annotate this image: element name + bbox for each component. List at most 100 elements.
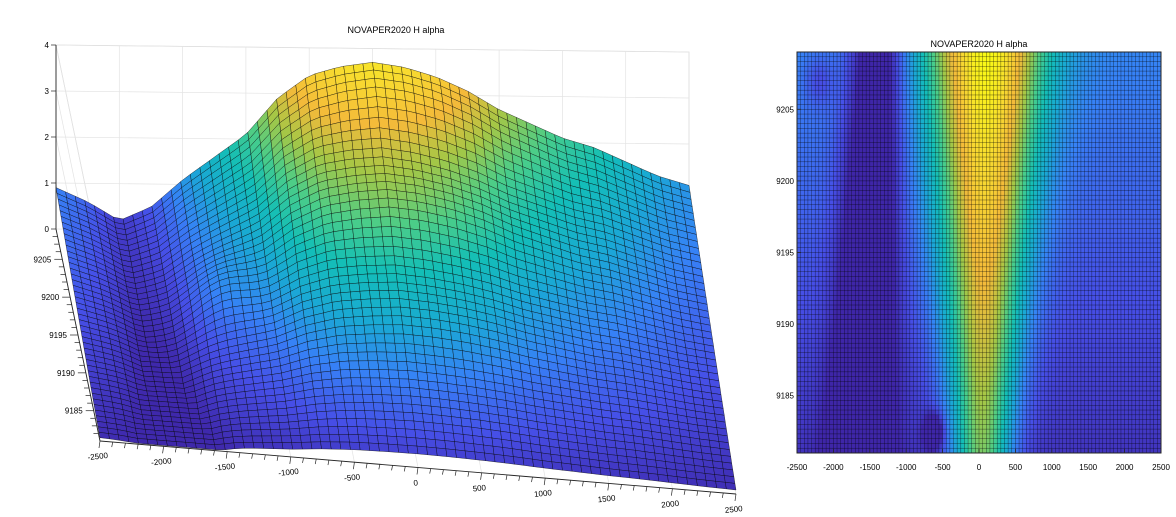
heatmap-cell — [1044, 104, 1049, 110]
heatmap-cell — [1040, 118, 1045, 124]
surface-cell — [316, 411, 328, 420]
surface-cell — [618, 462, 630, 472]
y-tick-label: 9195 — [49, 331, 67, 340]
heatmap-cell — [1015, 90, 1020, 96]
surface-cell — [242, 376, 254, 386]
surface-cell — [230, 423, 242, 431]
heatmap-cell — [920, 52, 925, 58]
heatmap-cell — [1062, 80, 1067, 86]
heatmap-cell — [822, 80, 827, 86]
heatmap-cell — [1026, 85, 1031, 91]
heatmap-cell — [1055, 75, 1060, 81]
heatmap-cell — [822, 118, 827, 124]
heatmap-cell — [844, 99, 849, 105]
heatmap-cell — [1062, 133, 1067, 139]
surface-cell — [272, 442, 284, 450]
heatmap-cell — [1131, 109, 1136, 115]
y-tick-label: 9200 — [41, 293, 59, 302]
surface-cell — [355, 79, 367, 90]
heatmap-cell — [888, 94, 892, 101]
heatmap-cell — [1077, 99, 1082, 105]
heatmap-cell — [818, 94, 823, 101]
heatmap-cell — [986, 104, 991, 110]
surface-cell — [391, 394, 403, 404]
heatmap-cell — [858, 85, 863, 91]
heatmap-cell — [931, 56, 936, 62]
surface-cell — [385, 427, 397, 437]
surface-cell — [379, 377, 391, 387]
surface-cell — [360, 208, 372, 219]
surface-cell — [276, 408, 288, 416]
heatmap-cell — [902, 104, 907, 110]
heatmap-cell — [1117, 109, 1122, 115]
heatmap-cell — [968, 80, 973, 86]
heatmap-cell — [800, 61, 805, 67]
heatmap-cell — [1146, 61, 1151, 67]
surface-cell — [400, 227, 412, 240]
heatmap-cell — [1084, 114, 1089, 120]
heatmap-cell — [880, 114, 885, 120]
surface-cell — [367, 360, 379, 370]
heatmap-cell — [935, 104, 940, 110]
surface-cell — [260, 429, 272, 437]
heatmap-cell — [975, 137, 980, 143]
surface-cell — [358, 442, 371, 451]
heatmap-cell — [898, 104, 903, 110]
surface-cell — [580, 465, 592, 474]
heatmap-cell — [1106, 85, 1111, 91]
heatmap-cell — [1051, 114, 1056, 120]
surface-cell — [386, 97, 398, 110]
heatmap-cell — [862, 80, 867, 86]
heatmap-cell — [928, 109, 932, 115]
heatmap-cell — [1099, 118, 1104, 124]
heatmap-cell — [1048, 56, 1053, 62]
heatmap-cell — [1070, 104, 1074, 110]
heatmap-cell — [815, 66, 820, 72]
surface-cell — [242, 304, 254, 314]
heatmap-cell — [895, 61, 900, 67]
heatmap-cell — [949, 128, 954, 134]
heatmap-cell — [924, 142, 929, 148]
surface-cell — [347, 98, 359, 111]
surface-cell — [438, 390, 450, 401]
surface-cell — [347, 352, 359, 362]
surface-cell — [403, 256, 415, 268]
surface-cell — [385, 264, 397, 274]
heatmap-cell — [826, 123, 831, 129]
heatmap-cell — [953, 75, 958, 81]
surface-cell — [270, 429, 282, 437]
heatmap-cell — [1055, 104, 1060, 110]
heatmap-cell — [1019, 61, 1023, 67]
heatmap-cell — [1153, 104, 1158, 110]
heatmap-cell — [1033, 71, 1038, 77]
heatmap-cell — [938, 80, 943, 86]
surface-cell — [154, 381, 166, 388]
heatmap-cell — [1131, 114, 1136, 120]
heatmap-cell — [895, 66, 900, 72]
heatmap-cell — [957, 56, 962, 62]
surface-cell — [462, 434, 474, 444]
heatmap-cell — [1059, 90, 1064, 96]
surface-cell — [667, 475, 679, 484]
heatmap-cell — [917, 99, 922, 105]
surface-cell — [397, 370, 409, 380]
heatmap-cell — [1117, 61, 1122, 67]
surface-cell — [445, 448, 457, 458]
heatmap-cell — [1008, 94, 1013, 101]
heatmap-cell — [1095, 66, 1100, 72]
x-tick — [289, 456, 292, 464]
heatmap-cell — [818, 66, 823, 72]
heatmap-cell — [822, 137, 827, 143]
heatmap-cell — [1015, 99, 1020, 105]
heatmap-cell — [1040, 104, 1045, 110]
heatmap-cell — [818, 75, 823, 81]
surface-cell — [356, 182, 368, 192]
heatmap-cell — [898, 99, 903, 105]
heatmap-cell — [1051, 56, 1056, 62]
surface-cell — [375, 418, 387, 428]
heatmap-cell — [993, 137, 998, 143]
x-tick — [111, 441, 114, 448]
heatmap-cell — [1004, 118, 1009, 124]
surface-cell — [409, 387, 421, 398]
heatmap-cell — [1120, 104, 1125, 110]
